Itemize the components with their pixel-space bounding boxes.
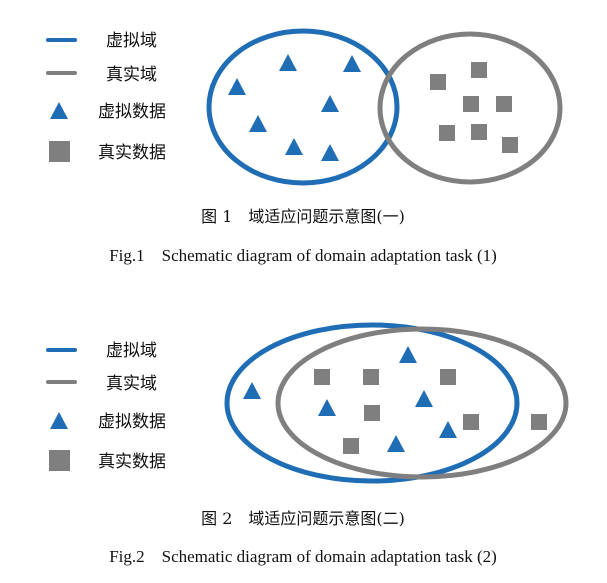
real-data-square-icon xyxy=(502,137,518,153)
real-data-square-icon xyxy=(430,74,446,90)
real-data-square-icon xyxy=(463,96,479,112)
virtual-data-triangle-icon xyxy=(228,78,246,95)
fig1-real-domain-ellipse xyxy=(377,31,563,185)
virtual-data-triangle-icon xyxy=(243,382,261,399)
legend-virtual-data-triangle-icon xyxy=(50,102,68,119)
fig1-virtual-data-points xyxy=(228,54,361,161)
legend-real-domain-label: 真实域 xyxy=(106,374,157,394)
fig2-real-domain-ellipse xyxy=(275,326,569,480)
real-data-square-icon xyxy=(343,438,359,454)
fig1-virtual-domain-ellipse xyxy=(206,28,400,186)
virtual-data-triangle-icon xyxy=(318,399,336,416)
virtual-data-triangle-icon xyxy=(249,115,267,132)
real-data-square-icon xyxy=(364,405,380,421)
fig2-diagram xyxy=(224,322,569,484)
virtual-data-triangle-icon xyxy=(279,54,297,71)
fig1-diagram xyxy=(206,28,563,186)
virtual-data-triangle-icon xyxy=(321,144,339,161)
real-data-square-icon xyxy=(440,369,456,385)
virtual-data-triangle-icon xyxy=(321,95,339,112)
fig2-virtual-data-points xyxy=(243,346,457,452)
legend-virtual-data-label: 虚拟数据 xyxy=(98,102,166,122)
legend-virtual-data-label: 虚拟数据 xyxy=(98,412,166,432)
fig2-virtual-domain-ellipse xyxy=(224,322,520,484)
real-data-square-icon xyxy=(314,369,330,385)
fig2-legend: 虚拟域 真实域 虚拟数据 真实数据 xyxy=(46,341,166,472)
real-data-square-icon xyxy=(471,62,487,78)
real-data-square-icon xyxy=(439,125,455,141)
legend-virtual-domain-label: 虚拟域 xyxy=(106,31,157,51)
legend-real-data-square-icon xyxy=(49,141,70,162)
fig1-real-data-points xyxy=(430,62,518,153)
real-data-square-icon xyxy=(363,369,379,385)
fig2-caption-cn: 图 2 域适应问题示意图(二) xyxy=(201,509,405,528)
fig1-caption-en: Fig.1 Schematic diagram of domain adapta… xyxy=(109,246,497,265)
legend-virtual-domain-label: 虚拟域 xyxy=(106,341,157,361)
legend-real-data-label: 真实数据 xyxy=(98,452,166,472)
legend-real-data-label: 真实数据 xyxy=(98,143,166,163)
fig1-caption-cn: 图 1 域适应问题示意图(一) xyxy=(201,207,405,226)
fig1-legend: 虚拟域 真实域 虚拟数据 真实数据 xyxy=(46,31,166,163)
virtual-data-triangle-icon xyxy=(415,390,433,407)
fig2-caption-en: Fig.2 Schematic diagram of domain adapta… xyxy=(109,547,497,566)
virtual-data-triangle-icon xyxy=(285,138,303,155)
virtual-data-triangle-icon xyxy=(387,435,405,452)
legend-real-domain-label: 真实域 xyxy=(106,65,157,85)
real-data-square-icon xyxy=(496,96,512,112)
legend-virtual-data-triangle-icon xyxy=(50,412,68,429)
real-data-square-icon xyxy=(463,414,479,430)
real-data-square-icon xyxy=(531,414,547,430)
virtual-data-triangle-icon xyxy=(399,346,417,363)
fig2-real-data-points xyxy=(314,369,547,454)
virtual-data-triangle-icon xyxy=(343,55,361,72)
virtual-data-triangle-icon xyxy=(439,421,457,438)
legend-real-data-square-icon xyxy=(49,450,70,471)
real-data-square-icon xyxy=(471,124,487,140)
